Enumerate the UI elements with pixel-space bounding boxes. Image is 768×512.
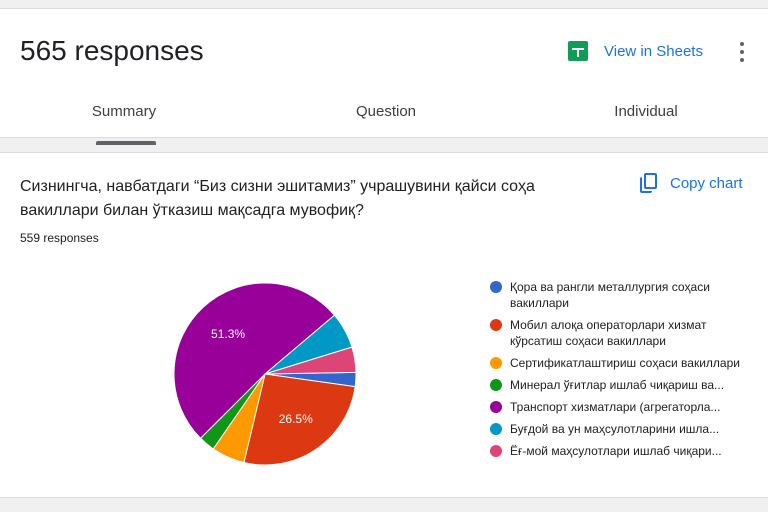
legend-label-4: Минерал ўғитлар ишлаб чиқариш ва... <box>510 378 725 392</box>
responses-title: 565 responses <box>20 35 204 66</box>
pie-slice-5[interactable] <box>173 282 336 439</box>
response-tabs: Summary Question Individual <box>0 103 768 145</box>
question-summary-card: Сизнингча, навбатдаги “Биз сизни эшитами… <box>0 152 768 498</box>
tab-individual[interactable]: Individual <box>614 103 678 120</box>
legend-item-3[interactable]: Сертификатлаштириш соҳаси вакиллари <box>490 355 740 371</box>
copy-icon <box>640 173 658 193</box>
pie-data-label-5: 51.3% <box>211 327 245 341</box>
legend-item-1[interactable]: Қора ва рангли металлургия соҳаси вакилл… <box>490 279 740 311</box>
legend-item-6[interactable]: Буғдой ва ун маҳсулотларини ишла... <box>490 421 740 437</box>
pie-data-label-2: 26.5% <box>279 412 313 426</box>
pie-slice-7[interactable] <box>264 346 357 375</box>
legend-swatch-2 <box>490 319 502 331</box>
legend-swatch-3 <box>490 357 502 369</box>
copy-chart-label: Copy chart <box>670 174 743 192</box>
legend-swatch-7 <box>490 445 502 457</box>
legend-label-7: Ёғ-мой маҳсулотлари ишлаб чиқари... <box>510 444 722 458</box>
pie-chart: 26.5% 51.3% <box>173 282 357 466</box>
view-in-sheets-label: View in Sheets <box>604 42 703 60</box>
legend-swatch-5 <box>490 401 502 413</box>
question-response-count: 559 responses <box>20 231 99 245</box>
pie-slice-2[interactable] <box>243 373 356 466</box>
view-in-sheets-button[interactable]: View in Sheets <box>568 41 703 61</box>
legend-item-7[interactable]: Ёғ-мой маҳсулотлари ишлаб чиқари... <box>490 443 740 459</box>
legend-swatch-4 <box>490 379 502 391</box>
question-title: Сизнингча, навбатдаги “Биз сизни эшитами… <box>20 178 535 219</box>
legend-label-6: Буғдой ва ун маҳсулотларини ишла... <box>510 422 720 436</box>
more-vert-icon[interactable] <box>738 42 746 62</box>
tab-summary[interactable]: Summary <box>91 103 157 120</box>
legend-item-2[interactable]: Мобил алоқа операторлари хизмат кўрсатиш… <box>490 317 740 349</box>
copy-chart-button[interactable]: Copy chart <box>640 173 743 193</box>
tab-question[interactable]: Question <box>355 103 417 120</box>
active-tab-indicator <box>96 141 156 145</box>
sheets-icon <box>568 41 588 61</box>
legend-label-1: Қора ва рангли металлургия соҳаси вакилл… <box>510 280 710 310</box>
chart-legend: Қора ва рангли металлургия соҳаси вакилл… <box>490 279 740 465</box>
responses-header-card: 565 responses View in Sheets Summary Que… <box>0 8 768 145</box>
legend-item-4[interactable]: Минерал ўғитлар ишлаб чиқариш ва... <box>490 377 740 393</box>
legend-item-5[interactable]: Транспорт хизматлари (агрегаторла... <box>490 399 740 415</box>
legend-swatch-1 <box>490 281 502 293</box>
legend-label-2: Мобил алоқа операторлари хизмат кўрсатиш… <box>510 318 707 348</box>
legend-label-3: Сертификатлаштириш соҳаси вакиллари <box>510 356 740 370</box>
legend-label-5: Транспорт хизматлари (агрегаторла... <box>510 400 721 414</box>
legend-swatch-6 <box>490 423 502 435</box>
